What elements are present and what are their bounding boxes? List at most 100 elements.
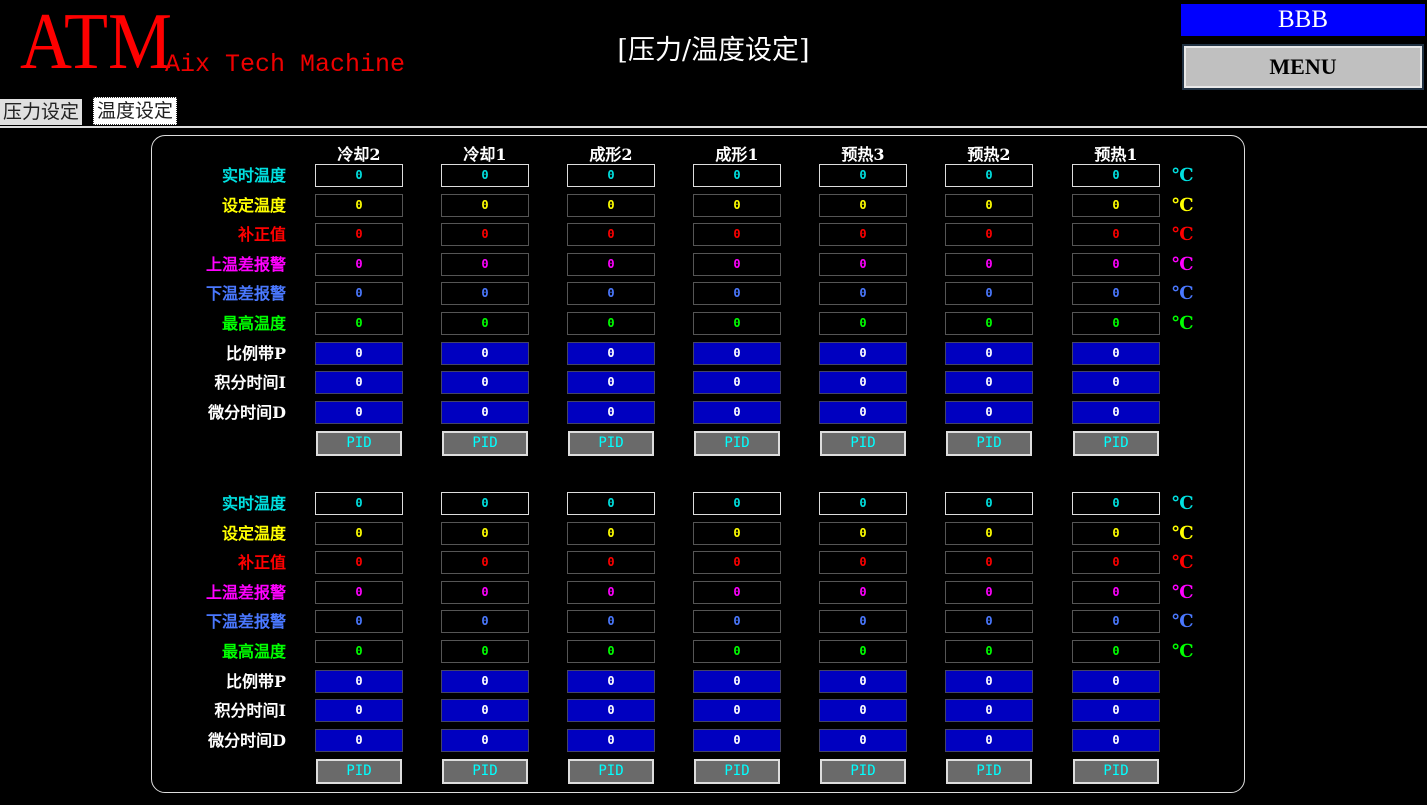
value-field[interactable]: 0 xyxy=(567,253,655,276)
value-field[interactable]: 0 xyxy=(567,312,655,335)
value-field[interactable]: 0 xyxy=(693,164,781,187)
value-field[interactable]: 0 xyxy=(945,581,1033,604)
value-field[interactable]: 0 xyxy=(1072,371,1160,394)
value-field[interactable]: 0 xyxy=(945,223,1033,246)
value-field[interactable]: 0 xyxy=(945,610,1033,633)
pid-button[interactable]: PID xyxy=(442,759,528,784)
pid-button[interactable]: PID xyxy=(316,759,402,784)
value-field[interactable]: 0 xyxy=(945,312,1033,335)
value-field[interactable]: 0 xyxy=(945,522,1033,545)
value-field[interactable]: 0 xyxy=(945,253,1033,276)
value-field[interactable]: 0 xyxy=(567,194,655,217)
value-field[interactable]: 0 xyxy=(945,670,1033,693)
value-field[interactable]: 0 xyxy=(567,371,655,394)
value-field[interactable]: 0 xyxy=(315,371,403,394)
value-field[interactable]: 0 xyxy=(567,551,655,574)
value-field[interactable]: 0 xyxy=(441,253,529,276)
value-field[interactable]: 0 xyxy=(693,581,781,604)
value-field[interactable]: 0 xyxy=(819,282,907,305)
value-field[interactable]: 0 xyxy=(819,640,907,663)
value-field[interactable]: 0 xyxy=(441,610,529,633)
value-field[interactable]: 0 xyxy=(1072,551,1160,574)
value-field[interactable]: 0 xyxy=(819,342,907,365)
value-field[interactable]: 0 xyxy=(315,312,403,335)
value-field[interactable]: 0 xyxy=(441,282,529,305)
value-field[interactable]: 0 xyxy=(441,371,529,394)
value-field[interactable]: 0 xyxy=(441,581,529,604)
value-field[interactable]: 0 xyxy=(567,223,655,246)
value-field[interactable]: 0 xyxy=(945,729,1033,752)
value-field[interactable]: 0 xyxy=(693,729,781,752)
value-field[interactable]: 0 xyxy=(1072,194,1160,217)
value-field[interactable]: 0 xyxy=(693,640,781,663)
value-field[interactable]: 0 xyxy=(441,729,529,752)
value-field[interactable]: 0 xyxy=(567,401,655,424)
value-field[interactable]: 0 xyxy=(819,223,907,246)
value-field[interactable]: 0 xyxy=(1072,640,1160,663)
value-field[interactable]: 0 xyxy=(693,551,781,574)
pid-button[interactable]: PID xyxy=(568,431,654,456)
pid-button[interactable]: PID xyxy=(694,759,780,784)
value-field[interactable]: 0 xyxy=(819,371,907,394)
value-field[interactable]: 0 xyxy=(945,551,1033,574)
value-field[interactable]: 0 xyxy=(1072,164,1160,187)
value-field[interactable]: 0 xyxy=(315,223,403,246)
value-field[interactable]: 0 xyxy=(1072,312,1160,335)
value-field[interactable]: 0 xyxy=(1072,253,1160,276)
value-field[interactable]: 0 xyxy=(315,729,403,752)
value-field[interactable]: 0 xyxy=(819,670,907,693)
value-field[interactable]: 0 xyxy=(693,670,781,693)
value-field[interactable]: 0 xyxy=(567,699,655,722)
value-field[interactable]: 0 xyxy=(945,492,1033,515)
menu-button[interactable]: MENU xyxy=(1184,46,1422,88)
value-field[interactable]: 0 xyxy=(441,223,529,246)
value-field[interactable]: 0 xyxy=(441,670,529,693)
value-field[interactable]: 0 xyxy=(819,522,907,545)
value-field[interactable]: 0 xyxy=(1072,699,1160,722)
value-field[interactable]: 0 xyxy=(567,492,655,515)
value-field[interactable]: 0 xyxy=(315,551,403,574)
pid-button[interactable]: PID xyxy=(442,431,528,456)
value-field[interactable]: 0 xyxy=(1072,492,1160,515)
value-field[interactable]: 0 xyxy=(441,164,529,187)
value-field[interactable]: 0 xyxy=(567,164,655,187)
value-field[interactable]: 0 xyxy=(693,371,781,394)
pid-button[interactable]: PID xyxy=(1073,431,1159,456)
value-field[interactable]: 0 xyxy=(819,699,907,722)
value-field[interactable]: 0 xyxy=(945,371,1033,394)
pid-button[interactable]: PID xyxy=(946,759,1032,784)
value-field[interactable]: 0 xyxy=(567,581,655,604)
value-field[interactable]: 0 xyxy=(567,670,655,693)
value-field[interactable]: 0 xyxy=(1072,581,1160,604)
pid-button[interactable]: PID xyxy=(694,431,780,456)
value-field[interactable]: 0 xyxy=(819,492,907,515)
tab-pressure-settings[interactable]: 压力设定 xyxy=(0,99,83,125)
value-field[interactable]: 0 xyxy=(1072,729,1160,752)
value-field[interactable]: 0 xyxy=(693,699,781,722)
value-field[interactable]: 0 xyxy=(819,610,907,633)
value-field[interactable]: 0 xyxy=(1072,670,1160,693)
value-field[interactable]: 0 xyxy=(693,342,781,365)
value-field[interactable]: 0 xyxy=(441,312,529,335)
value-field[interactable]: 0 xyxy=(567,610,655,633)
value-field[interactable]: 0 xyxy=(945,282,1033,305)
value-field[interactable]: 0 xyxy=(1072,610,1160,633)
value-field[interactable]: 0 xyxy=(315,492,403,515)
pid-button[interactable]: PID xyxy=(316,431,402,456)
value-field[interactable]: 0 xyxy=(441,401,529,424)
value-field[interactable]: 0 xyxy=(819,729,907,752)
value-field[interactable]: 0 xyxy=(945,401,1033,424)
value-field[interactable]: 0 xyxy=(1072,401,1160,424)
value-field[interactable]: 0 xyxy=(819,164,907,187)
pid-button[interactable]: PID xyxy=(946,431,1032,456)
value-field[interactable]: 0 xyxy=(693,194,781,217)
value-field[interactable]: 0 xyxy=(441,640,529,663)
value-field[interactable]: 0 xyxy=(693,253,781,276)
value-field[interactable]: 0 xyxy=(441,699,529,722)
value-field[interactable]: 0 xyxy=(567,522,655,545)
value-field[interactable]: 0 xyxy=(819,581,907,604)
value-field[interactable]: 0 xyxy=(315,253,403,276)
value-field[interactable]: 0 xyxy=(315,342,403,365)
value-field[interactable]: 0 xyxy=(567,729,655,752)
tab-temperature-settings[interactable]: 温度设定 xyxy=(93,97,178,125)
